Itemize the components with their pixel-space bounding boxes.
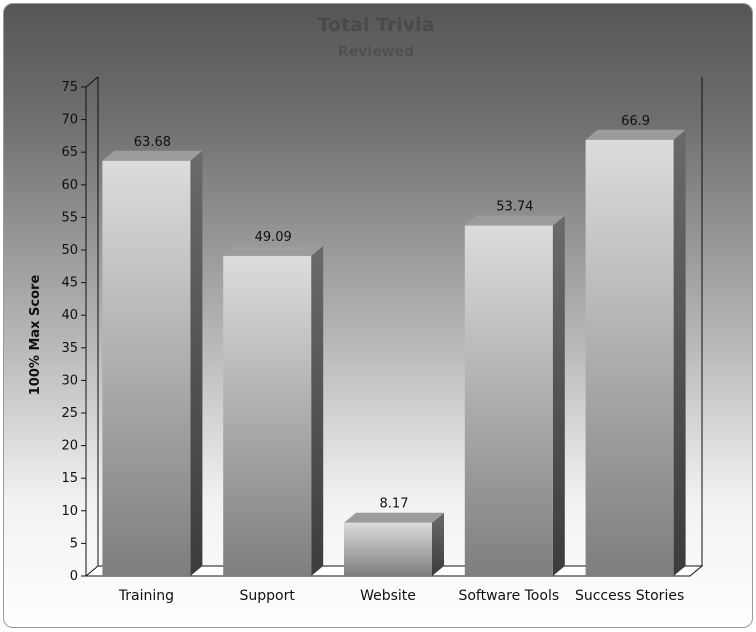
- y-tick-label: 20: [61, 439, 78, 454]
- y-tick-label: 50: [61, 243, 78, 258]
- y-tick-label: 25: [61, 406, 78, 421]
- chart-frame: Total Trivia Reviewed 100% Max Score 0 5 1…: [3, 3, 753, 628]
- y-tick-label: 10: [61, 504, 78, 519]
- chart-subtitle: Reviewed: [338, 44, 414, 60]
- y-tick-label: 65: [61, 145, 78, 160]
- bar: [464, 225, 553, 576]
- y-tick-label: 15: [61, 471, 78, 486]
- bar: [344, 522, 432, 576]
- bar-top: [344, 512, 444, 523]
- y-tick-label: 0: [70, 569, 78, 584]
- bar-side: [311, 245, 324, 576]
- data-label: 63.68: [134, 135, 171, 150]
- y-tick-label: 5: [70, 536, 78, 551]
- y-axis-label: 100% Max Score: [28, 275, 43, 396]
- y-tick-label: 40: [61, 308, 78, 323]
- bar-chart: Total Trivia Reviewed 100% Max Score 0 5 1…: [28, 14, 704, 604]
- x-category-label: Support: [240, 588, 296, 604]
- x-axis-categories: Training Support Website Software Tools Succ…: [118, 588, 684, 604]
- data-label: 53.74: [496, 200, 533, 215]
- x-category-label: Training: [118, 588, 174, 604]
- y-tick-label: 60: [61, 178, 78, 193]
- bar-top: [464, 215, 565, 226]
- x-category-label: Success Stories: [575, 588, 684, 604]
- bar: [585, 139, 674, 576]
- data-label: 49.09: [255, 230, 292, 245]
- data-label: 66.9: [621, 114, 650, 129]
- y-tick-label: 70: [61, 113, 78, 128]
- bar-side: [552, 215, 565, 576]
- bars: [102, 129, 686, 576]
- y-tick-label: 55: [61, 210, 78, 225]
- data-labels: 63.68 49.09 8.17 53.74 66.9: [134, 114, 650, 512]
- bar-top: [585, 129, 686, 140]
- x-category-label: Software Tools: [458, 588, 559, 604]
- chart-title: Total Trivia: [318, 14, 435, 36]
- y-tick-label: 75: [61, 80, 78, 95]
- side-wall-edge: [85, 76, 99, 88]
- bar: [223, 255, 312, 576]
- bar-side: [190, 150, 203, 576]
- y-tick-label: 30: [61, 373, 78, 388]
- y-axis-ticks: 0 5 10 15 20 25 30 35 40 45 50 55 60 65 70 75: [61, 80, 86, 584]
- bar-side: [432, 512, 444, 576]
- x-category-label: Website: [360, 588, 416, 604]
- bar-top: [223, 245, 324, 256]
- y-tick-label: 45: [61, 276, 78, 291]
- bar: [102, 160, 191, 576]
- bar-side: [673, 129, 686, 576]
- y-tick-label: 35: [61, 341, 78, 356]
- data-label: 8.17: [380, 497, 409, 512]
- bar-top: [102, 150, 203, 161]
